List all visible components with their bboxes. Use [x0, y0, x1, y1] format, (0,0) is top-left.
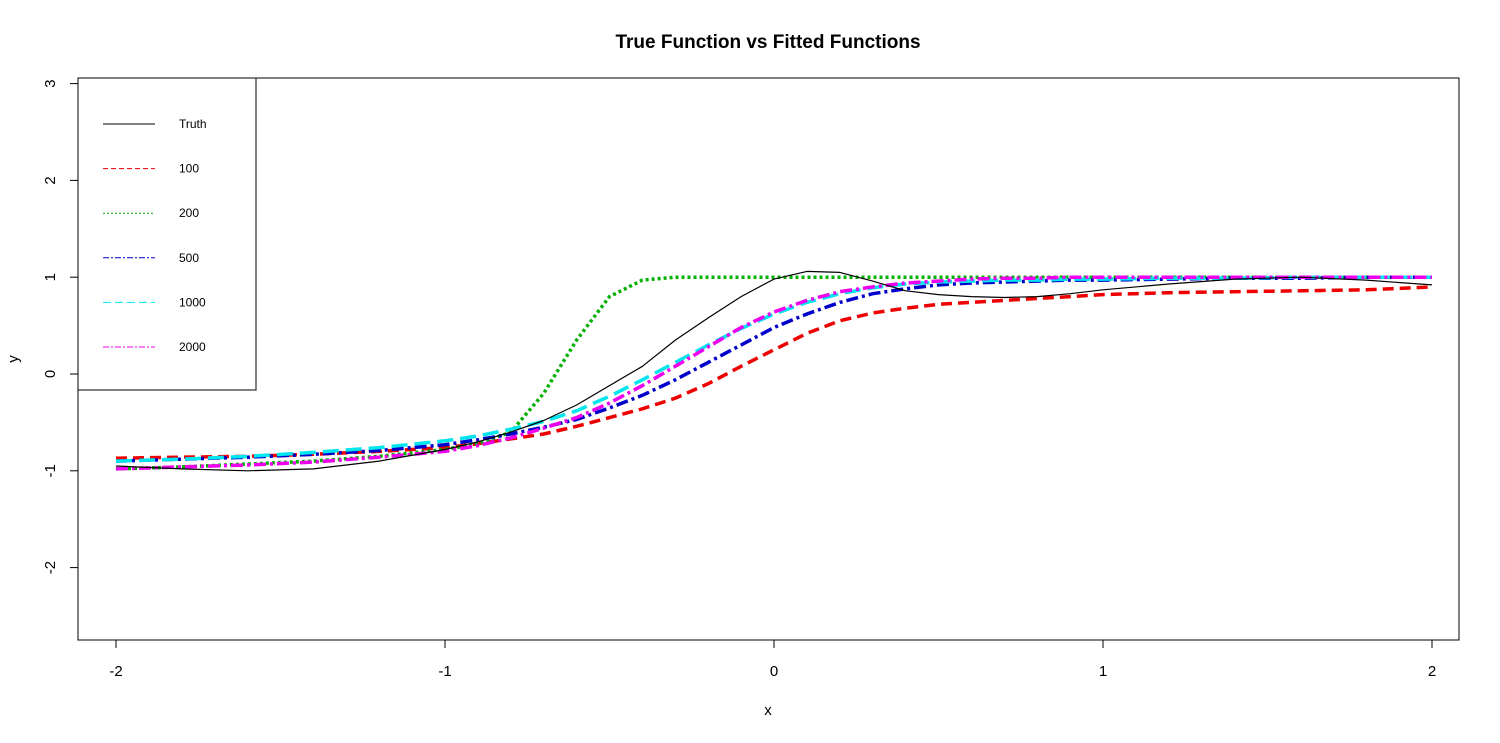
- y-tick-label: 1: [42, 273, 59, 281]
- x-tick-label: 0: [770, 663, 778, 680]
- legend-label-500: 500: [179, 251, 199, 265]
- legend-label-100: 100: [179, 162, 199, 176]
- series-line-200: [115, 275, 1432, 471]
- legend: Truth 100 200 500 1000 2000: [77, 77, 257, 391]
- legend-label-1000: 1000: [179, 295, 206, 309]
- x-tick-label: 1: [1099, 663, 1107, 680]
- y-tick-label: 2: [42, 176, 59, 184]
- legend-label-2000: 2000: [179, 340, 206, 354]
- legend-label-200: 200: [179, 206, 199, 220]
- y-tick-label: -1: [42, 464, 59, 477]
- legend-label-truth: Truth: [179, 117, 207, 131]
- x-axis-label: x: [764, 702, 772, 719]
- x-tick-label: -1: [438, 663, 451, 680]
- y-tick-label: -2: [42, 561, 59, 574]
- x-tick-label: 2: [1428, 663, 1436, 680]
- plot-frame: [77, 77, 1460, 641]
- plot-area: -2 -1 0 1 2 -2 -1 0 1 2 3: [42, 77, 1460, 680]
- y-axis-label: y: [5, 355, 22, 363]
- x-tick-label: -2: [109, 663, 122, 680]
- series-line-truth: [115, 270, 1433, 472]
- y-tick-label: 3: [42, 79, 59, 87]
- series-line-500: [115, 275, 1432, 463]
- y-tick-label: 0: [42, 370, 59, 378]
- legend-box: [77, 77, 257, 391]
- series-line-1000: [115, 275, 1432, 463]
- chart-title: True Function vs Fitted Functions: [615, 32, 920, 53]
- series-line-100: [115, 285, 1433, 460]
- series-line-2000: [115, 275, 1432, 471]
